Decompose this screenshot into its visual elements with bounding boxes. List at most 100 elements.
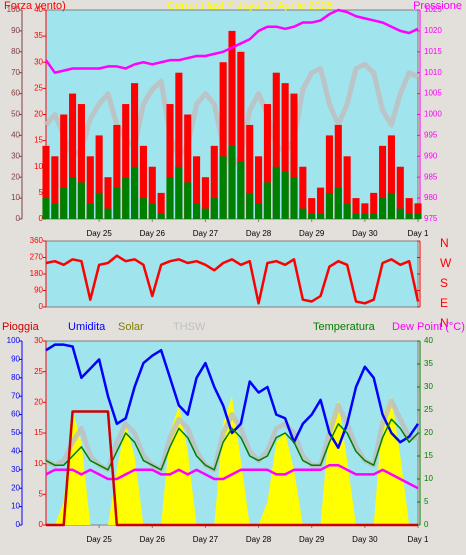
y2-tick-label: 1025 [424,5,442,14]
y2-tick-label: 1010 [424,68,442,77]
bar [308,198,316,219]
y-tick-label: 10 [34,459,43,468]
bar [379,198,387,219]
y2-tick-label: 980 [424,193,438,202]
bar [325,135,333,219]
bar [69,177,77,219]
y3-tick-label: 10 [11,193,20,202]
y2-tick-label: 10 [424,474,433,483]
bar [86,203,94,219]
y3-tick-label: 60 [11,89,20,98]
y-tick-label: 5 [39,489,44,498]
bar [184,114,192,219]
y3-tick-label: 60 [11,410,20,419]
bar [396,166,404,219]
legend-label: Dew Point (°C) [392,321,465,333]
bar [325,192,333,219]
y-tick-label: 15 [34,428,43,437]
bar [228,145,236,219]
y3-tick-label: 20 [11,172,20,181]
y3-tick-label: 40 [11,447,20,456]
x-tick-label: Day 28 [246,535,272,544]
y2-tick-label: 20 [424,428,433,437]
bar [414,203,422,219]
bar [290,177,298,219]
bar [263,182,271,219]
bar [113,124,121,219]
y2-tick-label: 0 [424,520,429,529]
bar [290,93,298,219]
x-tick-label: Day 25 [86,535,112,544]
y2-tick-label: 5 [424,497,429,506]
y-tick-label: 20 [34,110,43,119]
bar [51,156,59,219]
bar [113,187,121,219]
legend-label: Pioggia [2,321,40,333]
y-tick-label: 40 [34,5,43,14]
line [46,410,418,527]
chart-title: Current last 7 days 30 Aprile 2025 [167,0,333,12]
bar [131,83,139,220]
x-tick-label: Day 26 [140,229,166,238]
bar [299,208,307,219]
bar [246,192,254,219]
bar [255,156,263,219]
bar [343,156,351,219]
y-tick-label: 25 [34,367,43,376]
y-tick-label: 180 [30,269,44,278]
y3-tick-label: 90 [11,355,20,364]
y2-tick-label: 40 [424,336,433,345]
legend-label: Umidita [68,321,106,333]
bar [387,135,395,219]
bar [42,145,50,219]
bar [352,198,360,219]
bar [175,72,183,219]
bar [139,145,147,219]
plot-area [45,240,419,308]
x-tick-label: Day 29 [299,229,325,238]
bar [334,187,342,219]
legend-label: Temperatura [313,321,376,333]
y2-tick-label: 25 [424,405,433,414]
bar [387,192,395,219]
bar [51,203,59,219]
bar [237,161,245,219]
y3-tick-label: 0 [16,214,21,223]
bar [42,198,50,219]
bar [272,72,280,219]
bar [77,182,85,219]
y2-tick-label: 1020 [424,26,442,35]
y2-tick-label: S [440,276,448,290]
y3-tick-label: 100 [7,336,21,345]
bar [210,198,218,219]
bar [219,156,227,219]
bar [139,198,147,219]
y3-tick-label: 50 [11,110,20,119]
bar [396,208,404,219]
bar [414,213,422,219]
bar [148,203,156,219]
y3-tick-label: 40 [11,131,20,140]
bar [201,208,209,219]
bar [104,177,112,219]
bar [299,166,307,219]
line [45,418,419,471]
bar [95,135,103,219]
y3-tick-label: 10 [11,502,20,511]
y3-tick-label: 70 [11,391,20,400]
y2-tick-label: 985 [424,172,438,181]
bar [104,208,112,219]
bar [193,203,201,219]
legend-label: Solar [118,321,144,333]
y2-tick-label: 1000 [424,110,442,119]
bar [166,177,174,219]
bar [184,182,192,219]
y2-tick-label: 975 [424,214,438,223]
bar [361,203,369,219]
y-tick-label: 5 [39,188,44,197]
bar [157,213,165,219]
bar [131,166,139,219]
bar [246,124,254,219]
bar [361,213,369,219]
